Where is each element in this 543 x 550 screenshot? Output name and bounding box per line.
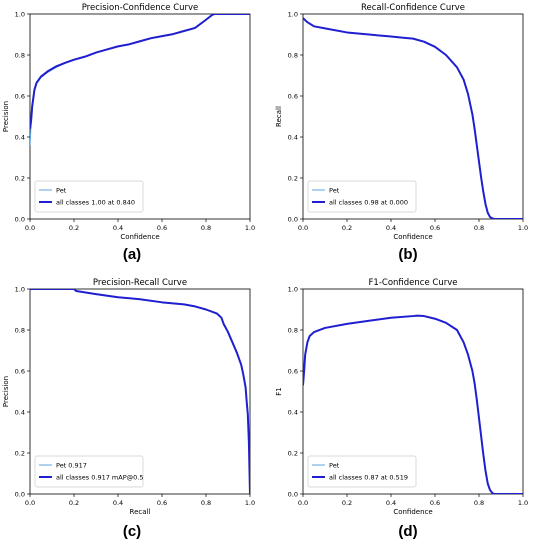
y-tick-label: 0.4 [15,133,25,141]
caption-a: (a) [122,246,142,263]
x-tick-label: 0.6 [430,224,440,232]
caption-d: (d) [398,523,418,540]
caption-b: (b) [398,246,418,263]
x-tick-label: 0.0 [25,499,35,507]
chart-title: Precision-Confidence Curve [82,3,199,13]
legend-box [34,455,144,488]
x-tick-label: 1.0 [245,224,255,232]
y-axis-label: Precision [2,101,10,132]
series-line-1 [30,289,250,494]
x-tick-label: 0.4 [386,499,396,507]
x-tick-label: 0.0 [25,224,35,232]
y-tick-label: 0.6 [288,92,298,100]
x-tick-label: 0.6 [157,499,167,507]
y-tick-label: 1.0 [15,10,25,18]
y-tick-label: 0.0 [288,490,298,498]
y-tick-label: 0.0 [288,215,298,223]
legend-label: Pet [329,461,340,469]
legend-label: all classes 0.98 at 0.000 [329,198,408,206]
x-tick-label: 0.2 [69,224,79,232]
x-tick-label: 0.2 [342,224,352,232]
legend-label: Pet [56,186,67,194]
y-tick-label: 0.8 [15,51,25,59]
plot-frame [302,13,524,220]
y-tick-label: 0.8 [288,51,298,59]
y-tick-label: 0.0 [15,490,25,498]
f1-confidence-chart: F1-Confidence Curve 0.0 0.2 0.4 0.6 0.8 1.0 0.0… [275,278,528,516]
x-tick-label: 0.0 [298,224,308,232]
plot-frame [302,288,524,495]
legend-box [307,180,417,213]
x-tick-label: 0.6 [157,224,167,232]
x-axis-label: Recall [130,508,151,515]
caption-c: (c) [122,523,142,540]
x-tick-label: 0.0 [298,499,308,507]
y-axis-label: F1 [275,387,283,395]
series-line-1 [303,17,523,219]
y-tick-label: 0.6 [288,367,298,375]
y-tick-label: 0.2 [288,449,298,457]
x-axis-label: Confidence [393,233,432,240]
y-tick-label: 1.0 [15,285,25,293]
y-tick-label: 0.8 [15,326,25,334]
panel-a: Precision-Confidence Curve 0.0 0.2 0.4 0.6 0.… [0,0,270,244]
legend-label: all classes 0.917 mAP@0.5 [56,473,143,481]
x-tick-label: 0.2 [342,499,352,507]
x-tick-label: 0.8 [201,224,211,232]
panel-b: Recall-Confidence Curve 0.0 0.2 0.4 0.6 0.8 1.… [273,0,543,244]
y-tick-label: 0.8 [288,326,298,334]
legend-label: Pet [329,186,340,194]
x-axis-label: Confidence [393,508,432,515]
y-tick-label: 0.2 [288,174,298,182]
x-tick-label: 0.4 [113,224,123,232]
x-tick-label: 0.6 [430,499,440,507]
precision-confidence-chart: Precision-Confidence Curve 0.0 0.2 0.4 0.6 0.… [2,3,255,241]
y-tick-label: 0.4 [288,133,298,141]
x-tick-label: 0.4 [113,499,123,507]
x-tick-label: 0.8 [474,224,484,232]
chart-title: Recall-Confidence Curve [361,3,465,13]
legend-label: all classes 1.00 at 0.840 [56,198,135,206]
y-tick-label: 0.6 [15,92,25,100]
x-tick-label: 0.8 [474,499,484,507]
y-tick-label: 0.4 [15,408,25,416]
y-tick-label: 0.6 [15,367,25,375]
y-tick-label: 1.0 [288,285,298,293]
x-tick-label: 1.0 [245,499,255,507]
y-tick-label: 0.4 [288,408,298,416]
y-axis-label: Precision [2,376,10,407]
chart-title: F1-Confidence Curve [369,278,458,288]
legend-label: all classes 0.87 at 0.519 [329,473,408,481]
x-tick-label: 0.2 [69,499,79,507]
x-tick-label: 0.4 [386,224,396,232]
series-line-1 [303,314,523,494]
chart-title: Precision-Recall Curve [93,278,187,288]
plot-frame [29,288,251,495]
precision-recall-chart: Precision-Recall Curve 0.0 0.2 0.4 0.6 0.8 1.0… [2,278,255,516]
recall-confidence-chart: Recall-Confidence Curve 0.0 0.2 0.4 0.6 0.8 1.… [275,3,528,241]
legend-box [307,455,417,488]
panel-d: F1-Confidence Curve 0.0 0.2 0.4 0.6 0.8 1.0 0.0… [273,275,543,519]
y-tick-label: 0.2 [15,449,25,457]
plot-frame [29,13,251,220]
x-tick-label: 1.0 [518,224,528,232]
x-axis-label: Confidence [120,233,159,240]
y-axis-label: Recall [275,106,283,127]
x-tick-label: 1.0 [518,499,528,507]
legend-box [34,180,144,213]
x-tick-label: 0.8 [201,499,211,507]
panel-c: Precision-Recall Curve 0.0 0.2 0.4 0.6 0.8 1.0… [0,275,270,519]
y-tick-label: 1.0 [288,10,298,18]
legend-label: Pet 0.917 [56,461,87,469]
series-line-0 [30,14,250,146]
y-tick-label: 0.2 [15,174,25,182]
series-line-1 [30,14,250,129]
y-tick-label: 0.0 [15,215,25,223]
